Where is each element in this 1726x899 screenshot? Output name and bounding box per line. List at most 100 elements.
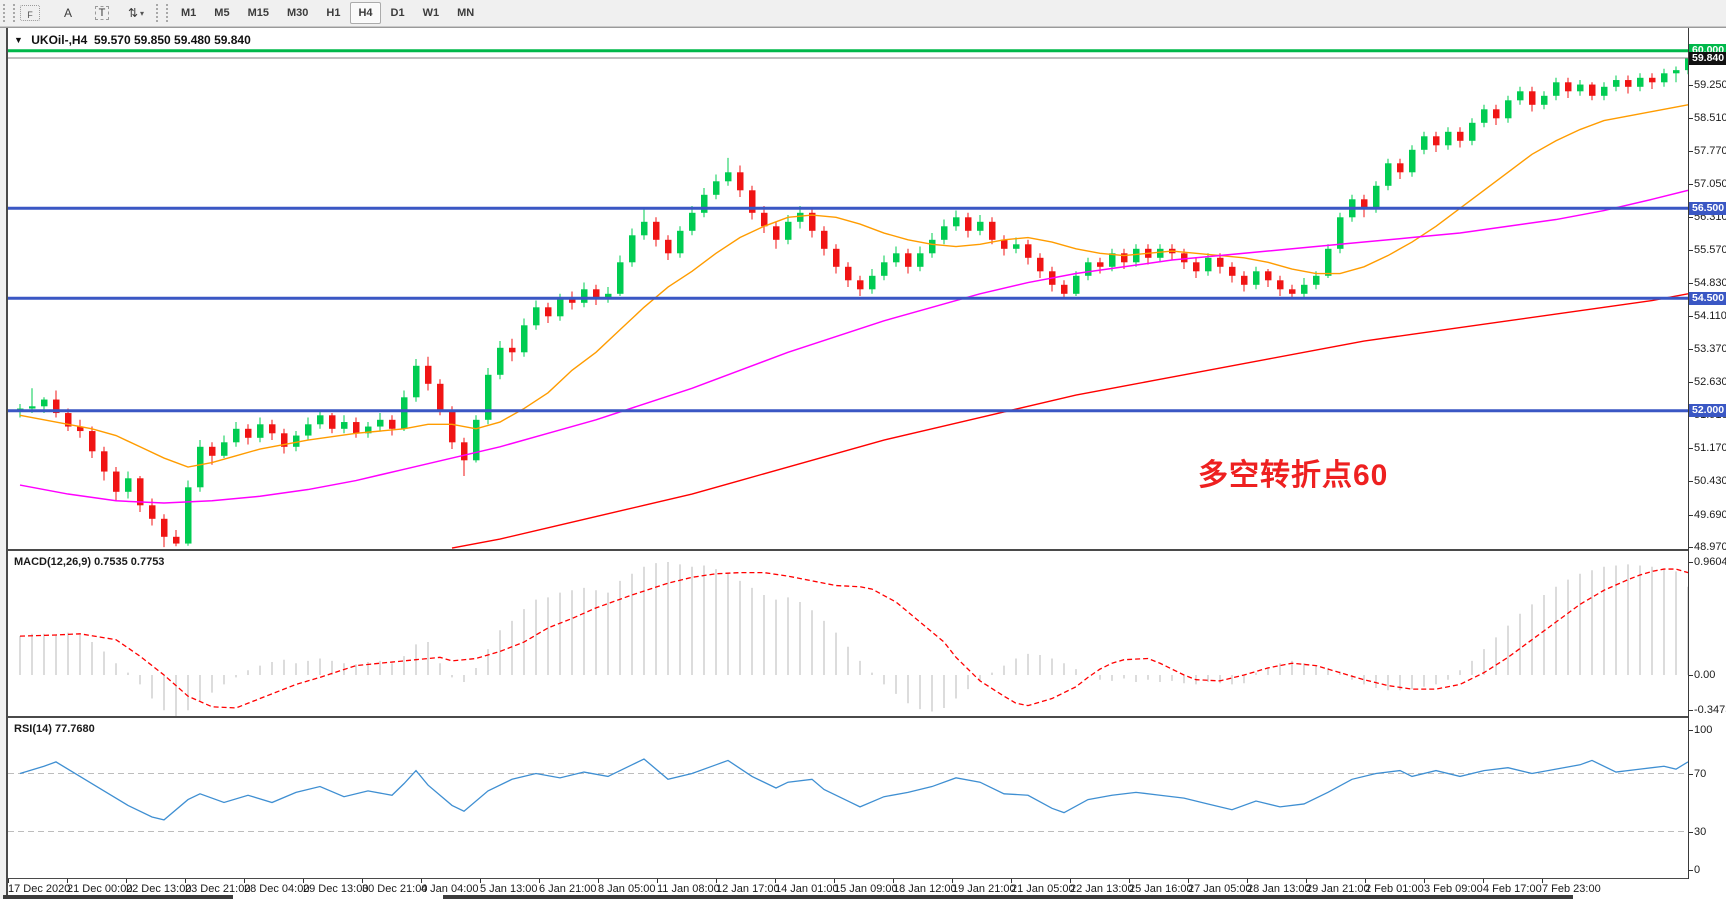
rsi-axis-label-tick	[1689, 773, 1693, 775]
price-axis-separator	[1688, 28, 1689, 879]
toolbar: F A T ⇅ ▾ M1 M5 M15 M30 H1 H4 D1 W1 MN	[0, 0, 1726, 27]
timeframe-button-m5[interactable]: M5	[214, 7, 230, 19]
panel-splitter-macd[interactable]	[8, 549, 1688, 551]
time-axis-label: 28 Jan 13:00	[1247, 883, 1311, 895]
rsi-axis-label: 70	[1694, 767, 1707, 780]
rsi-axis-label: 0	[1694, 864, 1701, 876]
price-axis-label-tick	[1689, 151, 1693, 153]
price-axis-label: 54.110	[1694, 309, 1726, 322]
price-axis-label-tick	[1689, 250, 1693, 252]
timeframe-button-w1[interactable]: W1	[422, 7, 440, 19]
font-tool-button[interactable]: A	[63, 6, 72, 20]
time-axis-label: 22 Jan 13:00	[1070, 883, 1134, 895]
time-axis-label: 18 Jan 12:00	[893, 883, 957, 895]
price-axis-label-tick	[1689, 117, 1693, 119]
grid-snap-icon[interactable]: F	[20, 5, 40, 21]
rsi-axis-label-tick	[1689, 870, 1693, 871]
price-tag-56500: 56.500	[1689, 201, 1726, 215]
time-axis-label: 15 Jan 09:00	[834, 883, 898, 895]
time-axis-label: 28 Dec 04:00	[244, 883, 310, 895]
scrollbar-thumb[interactable]	[443, 895, 1573, 899]
timeframe-button-group: M1 M5 M15 M30 H1 H4 D1 W1 MN	[172, 2, 483, 24]
price-axis-label-tick	[1689, 216, 1693, 218]
price-axis-label: 48.970	[1694, 541, 1726, 554]
time-axis-label: 19 Jan 21:00	[952, 883, 1016, 895]
price-axis-label-tick	[1689, 183, 1693, 185]
rsi-axis-label-tick	[1689, 730, 1693, 731]
line-studies-button[interactable]: ⇅ ▾	[120, 2, 152, 24]
chart-text-annotation: 多空转折点60	[1198, 459, 1389, 492]
time-axis-tick	[657, 879, 658, 883]
time-axis-label: 21 Jan 05:00	[1011, 883, 1075, 895]
time-axis-tick	[775, 879, 776, 883]
price-tag-54500: 54.500	[1689, 291, 1726, 305]
left-gutter	[0, 28, 6, 899]
rsi-axis-label: 30	[1694, 825, 1707, 838]
time-axis-tick	[126, 879, 127, 883]
dropdown-caret-icon: ▾	[140, 8, 145, 18]
panel-splitter-rsi[interactable]	[8, 716, 1688, 718]
timeframe-button-mn[interactable]: MN	[457, 7, 475, 19]
price-tag-52000: 52.000	[1689, 404, 1726, 418]
price-tag-59840: 59.840	[1689, 51, 1726, 65]
timeframe-button-m15[interactable]: M15	[247, 7, 269, 19]
chart-collapse-caret[interactable]: ▼	[14, 35, 23, 45]
time-axis-label: 27 Jan 05:00	[1188, 883, 1252, 895]
price-axis-label: 54.830	[1694, 277, 1726, 290]
time-axis-tick	[185, 879, 186, 883]
time-axis-tick	[716, 879, 717, 883]
time-axis-label: 2 Feb 01:00	[1365, 883, 1424, 895]
text-label-tool-button[interactable]: T	[86, 2, 118, 24]
price-axis-label-tick	[1689, 481, 1693, 483]
main-price-chart[interactable]	[8, 28, 1688, 549]
toolbar-drag-handle-2[interactable]	[156, 4, 168, 22]
symbol-period-label: UKOil-,H4	[31, 33, 88, 47]
time-axis[interactable]: 17 Dec 2020 21 Dec 00:00 22 Dec 13:00 23 De…	[8, 879, 1688, 899]
time-axis-tick	[362, 879, 363, 883]
time-axis-label: 12 Jan 17:00	[716, 883, 780, 895]
timeframe-button-m1[interactable]: M1	[181, 7, 197, 19]
price-axis-label-tick	[1689, 349, 1693, 351]
price-axis-label-tick	[1689, 382, 1693, 384]
macd-label: MACD(12,26,9) 0.7535 0.7753	[14, 556, 165, 568]
price-axis-label-tick	[1689, 315, 1693, 317]
price-axis-label: 49.690	[1694, 508, 1726, 521]
timeframe-button-h1[interactable]: H1	[326, 7, 341, 19]
time-axis-label: 11 Jan 08:00	[657, 883, 720, 895]
window-left-border	[6, 28, 8, 899]
time-axis-label: 6 Jan 21:00	[539, 883, 597, 895]
time-axis-tick	[893, 879, 894, 883]
time-axis-tick	[834, 879, 835, 883]
time-axis-label: 5 Jan 13:00	[480, 883, 538, 895]
timeframe-button-m30[interactable]: M30	[286, 7, 309, 19]
price-axis-label: 51.170	[1694, 442, 1726, 455]
rsi-label: RSI(14) 77.7680	[14, 723, 95, 735]
time-axis-tick	[480, 879, 481, 883]
scrollbar-segment-left[interactable]	[3, 895, 233, 899]
time-axis-label: 29 Dec 13:00	[303, 883, 369, 895]
macd-axis-label: -0.3473	[1694, 704, 1726, 716]
price-axis-label: 50.430	[1694, 475, 1726, 488]
time-axis-tick	[952, 879, 953, 883]
rsi-axis-label: 100	[1694, 724, 1713, 736]
price-axis[interactable]: 59.250 58.510 57.770 57.050 56.310 55.570 54.8…	[1689, 28, 1726, 879]
time-axis-label: 4 Feb 17:00	[1483, 883, 1542, 895]
macd-axis-label: 0.9604	[1694, 555, 1726, 568]
price-axis-label-tick	[1689, 84, 1693, 86]
time-axis-tick	[8, 879, 9, 883]
timeframe-button-h4[interactable]: H4	[350, 2, 381, 24]
time-axis-label: 14 Jan 01:00	[775, 883, 839, 895]
time-axis-tick	[1129, 879, 1130, 883]
macd-axis-label: 0.00	[1694, 669, 1716, 681]
macd-axis-label-tick	[1689, 675, 1693, 676]
rsi-indicator-chart[interactable]	[8, 718, 1688, 878]
time-axis-separator	[8, 878, 1688, 879]
timeframe-button-d1[interactable]: D1	[390, 7, 405, 19]
time-axis-tick	[303, 879, 304, 883]
macd-indicator-chart[interactable]	[8, 551, 1688, 716]
time-axis-tick	[421, 879, 422, 883]
toolbar-drag-handle[interactable]	[3, 4, 15, 22]
time-axis-label: 23 Dec 21:00	[185, 883, 251, 895]
time-axis-tick	[67, 879, 68, 883]
